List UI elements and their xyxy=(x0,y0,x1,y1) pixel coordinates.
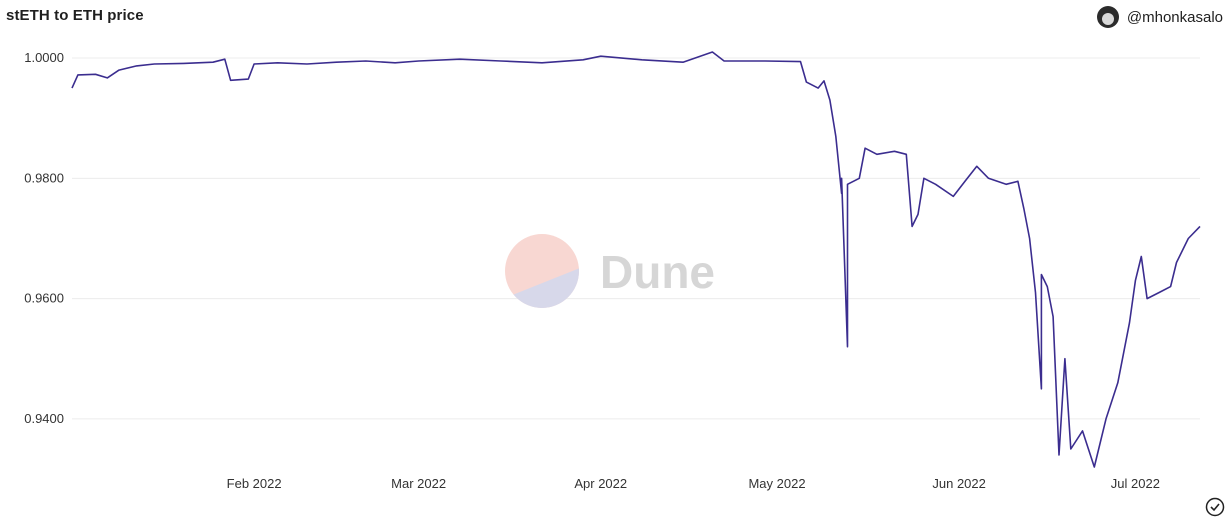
avatar xyxy=(1096,6,1119,28)
grid-lines xyxy=(72,57,1200,420)
x-tick-label: May 2022 xyxy=(748,476,805,491)
avatar-face-icon xyxy=(1101,13,1114,25)
y-tick-label: 0.9800 xyxy=(24,170,64,185)
series-group xyxy=(71,51,1201,468)
x-tick-label: Jul 2022 xyxy=(1111,476,1160,491)
watermark-text: Dune xyxy=(600,246,715,298)
y-tick-label: 0.9400 xyxy=(24,411,64,426)
chart-title: stETH to ETH price xyxy=(6,7,144,24)
x-tick-label: Jun 2022 xyxy=(932,476,986,491)
verified-check-icon[interactable] xyxy=(1205,497,1225,517)
x-axis: Feb 2022 Mar 2022 Apr 2022 May 2022 Jun 2022… xyxy=(227,476,1160,491)
y-tick-label: 0.9600 xyxy=(24,291,64,306)
author-username: @mhonkasalo xyxy=(1126,8,1223,26)
y-tick-label: 1.0000 xyxy=(24,50,64,65)
y-axis: 1.0000 0.9800 0.9600 0.9400 xyxy=(24,50,64,426)
dune-watermark: Dune xyxy=(505,234,715,308)
series-line xyxy=(71,51,1201,468)
author-badge[interactable]: @mhonkasalo xyxy=(1096,6,1223,28)
x-tick-label: Apr 2022 xyxy=(574,476,627,491)
x-tick-label: Feb 2022 xyxy=(227,476,282,491)
x-tick-label: Mar 2022 xyxy=(391,476,446,491)
